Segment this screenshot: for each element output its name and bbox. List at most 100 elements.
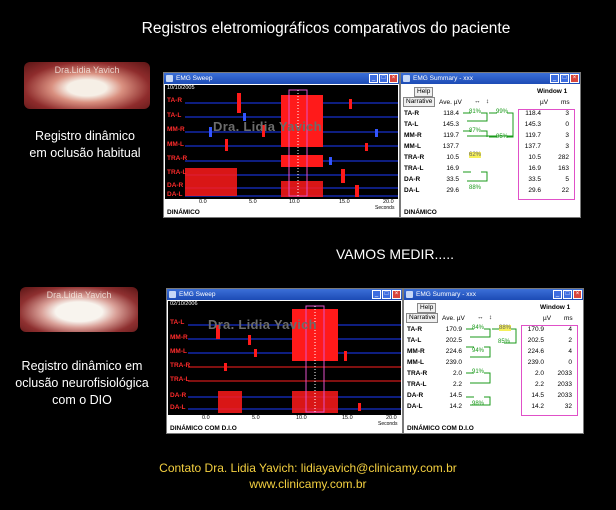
channel-label: TRA-R	[167, 155, 188, 162]
emg-summary-window-top[interactable]: EMG Summary - xxx _ □ × Help Narrative Ave…	[400, 72, 581, 218]
minimize-button[interactable]: _	[372, 290, 381, 299]
side-label-line-1: Registro dinâmico	[34, 129, 136, 143]
row-name: DA-R	[407, 392, 424, 399]
row-name: TA-R	[404, 110, 420, 117]
tick-label: 15.0	[342, 415, 353, 421]
channel-label: MM-R	[167, 126, 185, 133]
side-label-line-1: Registro dinâmico em	[21, 359, 143, 373]
row-ms: 4	[568, 348, 572, 355]
window-header: Window 1	[537, 88, 568, 95]
narrative-button[interactable]: Narrative	[403, 97, 436, 107]
row-ave: 2.2	[452, 381, 462, 388]
emg-plot-top: 10/10/2005 Dra. Lidia Yavich TA-R TA-L M…	[165, 85, 398, 199]
tick-label: 20.0	[383, 199, 394, 205]
channel-label: TA-L	[167, 112, 182, 119]
row-ms: 2	[568, 337, 572, 344]
row-name: TRA-R	[407, 370, 428, 377]
tick-label: 0.0	[199, 199, 207, 205]
pair-percentage: 85%	[498, 339, 511, 345]
row-ms: 3	[565, 143, 569, 150]
arrows-icon: ↔ ↕	[474, 98, 490, 105]
window-title: EMG Sweep	[176, 75, 213, 82]
axis-unit: Seconds	[378, 421, 398, 427]
pair-percentage: 88%	[469, 185, 482, 191]
close-button[interactable]: ×	[573, 290, 582, 299]
row-ave: 10.5	[446, 154, 459, 161]
row-uv: 119.7	[525, 132, 541, 139]
channel-label: TRA-R	[170, 362, 191, 369]
maximize-button[interactable]: □	[563, 290, 572, 299]
minimize-button[interactable]: _	[553, 290, 562, 299]
row-uv: 14.2	[531, 403, 544, 410]
minimize-button[interactable]: _	[550, 74, 559, 83]
row-ave: 137.7	[442, 143, 459, 150]
row-uv: 170.9	[527, 326, 544, 333]
website-link[interactable]: www.clinicamy.com.br	[249, 477, 367, 491]
row-name: DA-L	[404, 187, 420, 194]
row-uv: 202.5	[527, 337, 544, 344]
help-button[interactable]: Help	[414, 87, 434, 97]
ms-header: ms	[561, 99, 570, 106]
channel-label: TRA-L	[167, 169, 187, 176]
ave-header: Ave. µV	[439, 99, 462, 106]
channel-label: DA-R	[167, 182, 184, 189]
maximize-button[interactable]: □	[382, 290, 391, 299]
tick-label: 15.0	[339, 199, 350, 205]
row-ave: 14.2	[449, 403, 462, 410]
row-ms: 3	[565, 110, 569, 117]
row-uv: 224.6	[527, 348, 544, 355]
minimize-button[interactable]: _	[369, 74, 378, 83]
emg-summary-window-bottom[interactable]: EMG Summary - xxx _ □ × Help Narrative Ave…	[403, 288, 584, 434]
uv-header: µV	[543, 315, 552, 322]
axis-unit: Seconds	[375, 205, 395, 211]
photo-watermark: Dra.Lidia Yavich	[54, 65, 120, 75]
row-ave: 29.6	[446, 187, 459, 194]
emg-plot-bottom: 02/10/2006 Dra. Lidia Yavich TA-L MM-R M…	[168, 301, 401, 415]
row-ave: 202.5	[445, 337, 462, 344]
window-icon	[166, 75, 173, 82]
pair-percentage: 94%	[472, 348, 485, 354]
ave-header: Ave. µV	[442, 315, 465, 322]
emg-sweep-titlebar[interactable]: EMG Sweep _ □ ×	[167, 289, 402, 300]
plot-watermark: Dra. Lidia Yavich	[208, 317, 317, 332]
row-uv: 2.0	[534, 370, 544, 377]
channel-label: TRA-L	[170, 376, 190, 383]
emg-sweep-window-bottom[interactable]: EMG Sweep _ □ × 02/10/2006 Dra. Lid	[166, 288, 403, 434]
row-name: TA-L	[407, 337, 422, 344]
channel-label: DA-L	[170, 404, 186, 411]
row-ms: 0	[568, 359, 572, 366]
side-label-line-2: em oclusão habitual	[29, 146, 141, 160]
close-button[interactable]: ×	[570, 74, 579, 83]
row-name: TRA-R	[404, 154, 425, 161]
emg-sweep-titlebar[interactable]: EMG Sweep _ □ ×	[164, 73, 399, 84]
close-button[interactable]: ×	[392, 290, 401, 299]
tick-label: 10.0	[296, 415, 307, 421]
emg-summary-titlebar[interactable]: EMG Summary - xxx _ □ ×	[404, 289, 583, 300]
pair-percentage: 91%	[472, 369, 485, 375]
emg-sweep-window-top[interactable]: EMG Sweep _ □ × 10/10	[163, 72, 400, 218]
tick-label: 0.0	[202, 415, 210, 421]
maximize-button[interactable]: □	[560, 74, 569, 83]
row-ms: 32	[564, 403, 572, 410]
plot-watermark: Dra. Lidia Yavich	[213, 119, 322, 134]
emg-summary-titlebar[interactable]: EMG Summary - xxx _ □ ×	[401, 73, 580, 84]
narrative-button[interactable]: Narrative	[406, 313, 439, 323]
row-uv: 2.2	[534, 381, 544, 388]
maximize-button[interactable]: □	[379, 74, 388, 83]
row-ave: 118.4	[443, 110, 459, 117]
emg-traces	[188, 305, 401, 413]
window-icon	[169, 291, 176, 298]
channel-label: MM-R	[170, 334, 188, 341]
channel-label: MM-L	[167, 141, 184, 148]
photo-watermark: Dra.Lidia Yavich	[46, 290, 112, 300]
help-button[interactable]: Help	[417, 303, 437, 313]
row-name: DA-L	[407, 403, 423, 410]
row-ave: 224.6	[445, 348, 462, 355]
close-button[interactable]: ×	[389, 74, 398, 83]
middle-text: VAMOS MEDIR.....	[336, 246, 454, 262]
row-ave: 170.9	[445, 326, 462, 333]
row-name: MM-R	[404, 132, 422, 139]
arrows-icon: ↔ ↕	[477, 314, 493, 321]
window-title: EMG Summary - xxx	[416, 291, 476, 298]
row-ave: 14.5	[449, 392, 462, 399]
